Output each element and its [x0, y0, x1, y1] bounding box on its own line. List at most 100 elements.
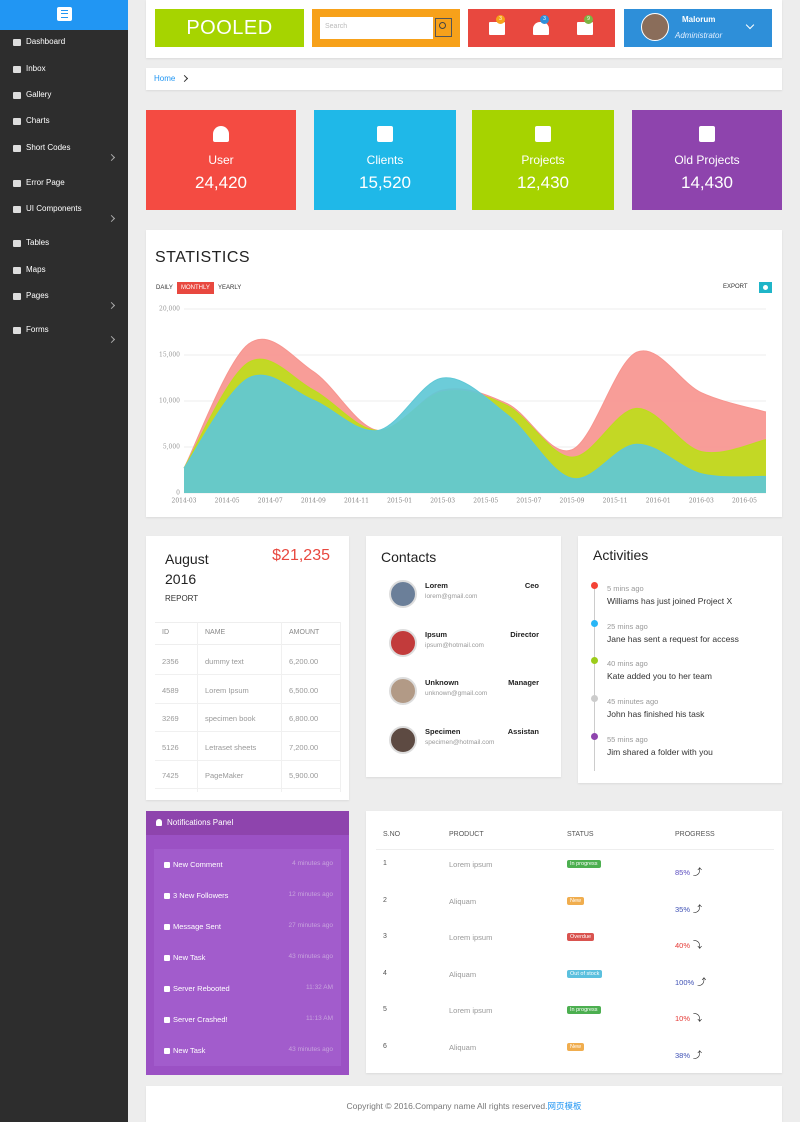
notification-item[interactable]: New Comment 4 minutes ago — [154, 859, 341, 873]
timeline-dot — [591, 657, 598, 665]
menu-item[interactable]: Pages — [0, 289, 128, 310]
menu-item[interactable]: Forms — [0, 323, 128, 344]
contact-name: Ipsum — [425, 629, 448, 639]
x-tick-label: 2014-07 — [258, 498, 283, 505]
contact-role: Assistan — [507, 726, 539, 736]
menu-arrow — [107, 214, 116, 223]
notification-text: Message Sent — [173, 922, 221, 931]
footer-text: Copyright © 2016.Company name All rights… — [346, 1101, 548, 1111]
period-tab[interactable]: MONTHLY — [177, 282, 214, 294]
menu-label: Pages — [26, 291, 49, 300]
notification-item[interactable]: Server Rebooted 11:32 AM — [154, 983, 341, 997]
notification-time: 43 minutes ago — [288, 953, 333, 960]
breadcrumb: Home — [146, 68, 782, 90]
stat-card[interactable]: Clients 15,520 — [314, 110, 456, 210]
notification-item[interactable]: New Task 43 minutes ago — [154, 952, 341, 966]
column-rule — [281, 622, 282, 792]
notification-badge: 9 — [584, 15, 593, 24]
notification-bar: 3 3 9 — [468, 9, 615, 47]
user-avatar — [641, 13, 669, 41]
menu-item[interactable]: Tables — [0, 236, 128, 252]
menu-item[interactable]: Gallery — [0, 88, 128, 104]
menu-icon — [13, 327, 21, 334]
row-rule — [155, 702, 341, 704]
stat-icon — [377, 126, 393, 142]
table-cell: 5,900.00 — [289, 771, 319, 780]
notification-item[interactable]: Message Sent 27 minutes ago — [154, 921, 341, 935]
notification-item[interactable]: Server Crashed! 11:13 AM — [154, 1014, 341, 1028]
timeline-dot — [591, 582, 598, 589]
contact-email: ipsum@hotmail.com — [425, 641, 484, 649]
column-header: AMOUNT — [289, 629, 320, 636]
user-name: Malorum — [682, 15, 716, 24]
activity-time: 40 mins ago — [607, 659, 648, 669]
contact-avatar — [389, 628, 417, 657]
menu-item[interactable]: Error Page — [0, 176, 128, 192]
report-card: August 2016 $21,235 REPORT ID NAME AMOUNT 2… — [146, 536, 349, 800]
notification-icon — [164, 862, 170, 868]
area-line — [183, 374, 767, 480]
status-badge: New — [567, 896, 585, 905]
stat-card[interactable]: Old Projects 14,430 — [632, 110, 782, 210]
notification-icon — [164, 1048, 170, 1054]
stat-label: Projects — [521, 153, 565, 167]
menu-item[interactable]: Charts — [0, 114, 128, 130]
table-cell: Letraset sheets — [205, 742, 257, 752]
search-input[interactable]: Search — [320, 17, 433, 39]
stat-card[interactable]: User 24,420 — [146, 110, 296, 210]
menu-arrow — [107, 301, 116, 310]
x-tick-label: 2016-01 — [646, 498, 671, 505]
search-button[interactable] — [435, 18, 452, 37]
table-cell: 6,200.00 — [289, 657, 319, 666]
footer-link[interactable]: 网页模板 — [547, 1101, 582, 1111]
menu-label: UI Components — [26, 204, 82, 213]
user-box[interactable]: Malorum Administrator — [624, 9, 772, 47]
export-button[interactable] — [759, 282, 772, 293]
row-number: 5 — [383, 1006, 387, 1014]
period-tab[interactable]: YEARLY — [218, 285, 242, 291]
notification-icon[interactable] — [533, 22, 549, 35]
notification-icon — [164, 1017, 170, 1023]
notification-item[interactable]: 3 New Followers 12 minutes ago — [154, 890, 341, 904]
notification-item[interactable]: New Task 43 minutes ago — [154, 1045, 341, 1059]
status-badge: New — [567, 1043, 585, 1051]
menu-item[interactable]: Maps — [0, 263, 128, 279]
export-label[interactable]: EXPORT — [723, 284, 748, 290]
report-period: August 2016 — [165, 551, 209, 587]
top-bar: POOLED Search 3 3 9 Malorum Administrator — [146, 0, 782, 58]
menu-label: Short Codes — [26, 143, 71, 152]
timeline-line — [594, 586, 595, 771]
stat-value: 12,430 — [517, 173, 569, 192]
row-rule — [155, 759, 341, 761]
menu-item[interactable]: UI Components — [0, 202, 128, 223]
statistics-title: STATISTICS — [155, 249, 251, 266]
progress-value: 100% — [675, 975, 706, 988]
report-label: REPORT — [165, 594, 199, 603]
stat-value: 24,420 — [195, 173, 247, 192]
product-name: Lorem ipsum — [449, 1006, 493, 1016]
logo[interactable]: POOLED — [155, 9, 304, 47]
notification-icon[interactable] — [489, 22, 505, 35]
notification-text: Server Crashed! — [173, 1015, 228, 1024]
notification-text: Server Rebooted — [173, 984, 230, 993]
menu-item[interactable]: Dashboard — [0, 35, 128, 51]
notifications-panel: Notifications Panel New Comment 4 minutes… — [146, 811, 349, 1075]
menu-item[interactable]: Short Codes — [0, 141, 128, 162]
timeline-dot — [591, 732, 598, 740]
menu-toggle[interactable] — [57, 7, 72, 21]
stat-value: 14,430 — [681, 173, 733, 192]
period-tab[interactable]: DAILY — [156, 285, 173, 291]
notifications-header: Notifications Panel — [146, 811, 349, 835]
y-tick-label: 15,000 — [159, 352, 180, 359]
menu-icon — [13, 145, 21, 152]
period-tabs: DAILY MONTHLY YEARLY — [156, 282, 276, 294]
stat-card[interactable]: Projects 12,430 — [472, 110, 614, 210]
contact-name: Specimen — [425, 726, 461, 736]
menu-item[interactable]: Inbox — [0, 62, 128, 78]
status-badge: In progress — [567, 860, 601, 868]
notification-text: 3 New Followers — [173, 891, 229, 900]
contact-name: Unknown — [425, 678, 459, 687]
notification-icon[interactable] — [577, 22, 593, 35]
breadcrumb-home[interactable]: Home — [154, 74, 176, 83]
